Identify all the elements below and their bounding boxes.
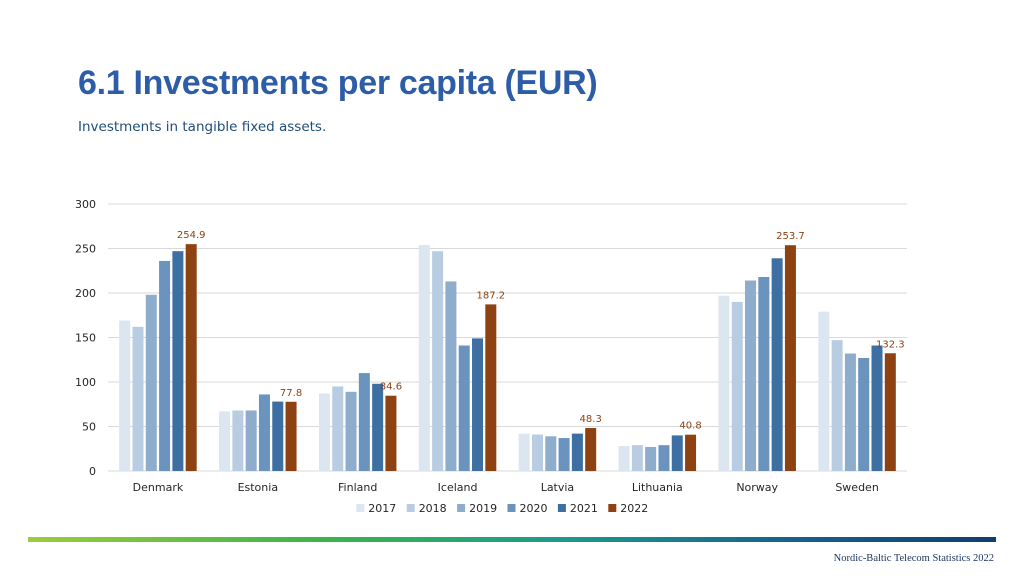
bar xyxy=(518,433,530,471)
bar xyxy=(332,386,344,471)
bar xyxy=(159,260,171,471)
bar xyxy=(858,357,870,471)
y-tick-label: 100 xyxy=(75,376,96,389)
x-tick-label: Latvia xyxy=(541,481,575,494)
page-subtitle: Investments in tangible fixed assets. xyxy=(78,119,327,135)
y-tick-label: 200 xyxy=(75,287,96,300)
bar xyxy=(771,258,783,471)
bar xyxy=(119,320,131,471)
x-tick-label: Iceland xyxy=(438,481,478,494)
data-label: 77.8 xyxy=(280,388,302,399)
y-tick-label: 300 xyxy=(75,198,96,211)
x-tick-label: Lithuania xyxy=(632,481,683,494)
bar xyxy=(185,244,197,471)
y-tick-label: 0 xyxy=(89,465,96,478)
bar xyxy=(272,401,284,471)
bar xyxy=(685,434,697,471)
bar xyxy=(831,340,843,471)
bar xyxy=(585,428,597,471)
x-tick-label: Denmark xyxy=(133,481,184,494)
bar xyxy=(818,311,830,471)
legend-label: 2019 xyxy=(469,502,497,515)
y-tick-label: 250 xyxy=(75,243,96,256)
bar xyxy=(232,410,244,471)
data-label: 84.6 xyxy=(380,382,402,393)
bar xyxy=(758,276,770,471)
legend-swatch xyxy=(457,504,466,512)
bar xyxy=(745,280,757,471)
legend-swatch xyxy=(507,504,516,512)
data-label: 40.8 xyxy=(679,421,701,432)
y-tick-label: 50 xyxy=(82,421,96,434)
bar xyxy=(645,446,657,471)
legend-label: 2017 xyxy=(368,502,396,515)
bar xyxy=(784,245,796,471)
bar xyxy=(318,393,330,471)
bar xyxy=(372,383,384,471)
bar xyxy=(631,445,643,471)
bar xyxy=(545,436,557,471)
legend-label: 2022 xyxy=(620,502,648,515)
bar xyxy=(145,294,157,471)
bar xyxy=(132,326,144,471)
bar xyxy=(385,395,397,471)
bar xyxy=(472,338,484,471)
bar xyxy=(571,433,583,471)
bar xyxy=(172,251,184,471)
bar xyxy=(731,301,743,471)
footer-text: Nordic-Baltic Telecom Statistics 2022 xyxy=(833,553,994,564)
legend-swatch xyxy=(608,504,617,512)
bar xyxy=(718,295,730,471)
x-tick-label: Sweden xyxy=(835,481,878,494)
bar xyxy=(285,401,297,471)
bar xyxy=(671,435,683,471)
bar xyxy=(618,446,630,471)
bar xyxy=(884,353,896,471)
bar xyxy=(258,394,270,471)
data-label: 48.3 xyxy=(580,414,602,425)
legend-swatch xyxy=(557,504,566,512)
bar xyxy=(418,244,430,471)
x-tick-label: Norway xyxy=(736,481,778,494)
legend-label: 2020 xyxy=(520,502,548,515)
bar-chart: 0 50 100 150 200 250 300 254.9 Denmark 77.8 Estoni… xyxy=(75,198,907,515)
bar xyxy=(345,391,357,471)
bar xyxy=(871,345,883,471)
bar xyxy=(458,345,470,471)
data-label: 254.9 xyxy=(177,230,206,241)
x-tick-label: Estonia xyxy=(238,481,279,494)
footer-gradient-bar xyxy=(28,537,996,542)
bar xyxy=(658,445,670,471)
bar xyxy=(358,373,370,471)
bar xyxy=(844,353,856,471)
bar xyxy=(445,281,457,471)
data-label: 253.7 xyxy=(776,231,805,242)
x-tick-label: Finland xyxy=(338,481,377,494)
bar xyxy=(245,410,257,471)
page-title: 6.1 Investments per capita (EUR) xyxy=(78,64,598,102)
y-tick-label: 150 xyxy=(75,332,96,345)
bar xyxy=(558,438,570,471)
bar xyxy=(432,251,444,471)
bar xyxy=(219,411,231,471)
legend-label: 2018 xyxy=(419,502,447,515)
legend-swatch xyxy=(406,504,415,512)
data-label: 187.2 xyxy=(476,290,505,301)
legend-swatch xyxy=(356,504,365,512)
data-label: 132.3 xyxy=(876,339,905,350)
bar xyxy=(485,304,497,471)
legend-label: 2021 xyxy=(570,502,598,515)
bar xyxy=(531,434,543,471)
